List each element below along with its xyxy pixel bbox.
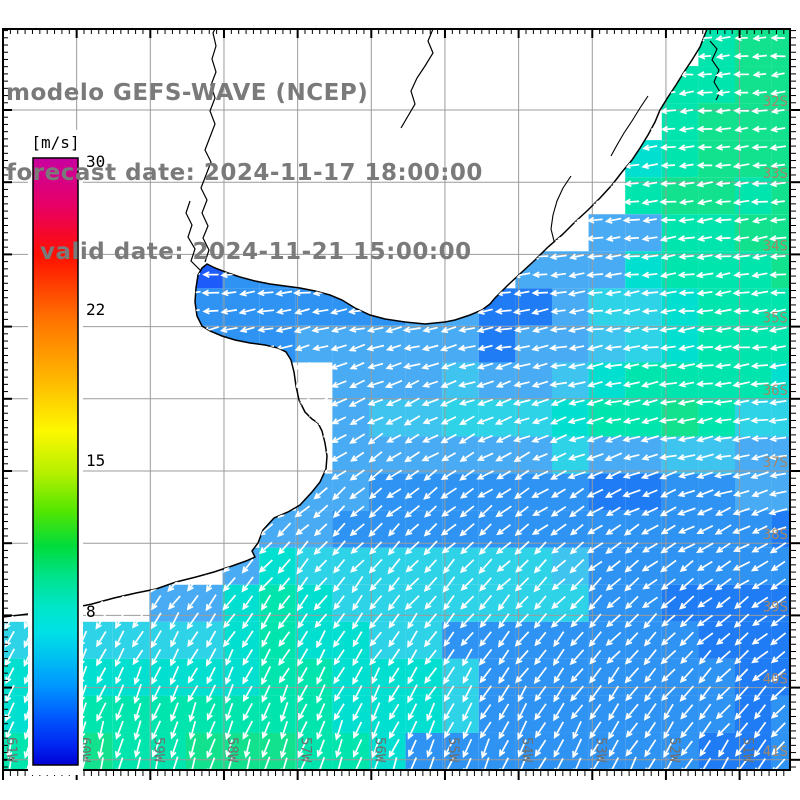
lon-label-53W: 53W (592, 737, 608, 763)
colorbar-tick-30: 30 (86, 152, 105, 171)
lon-label-51W: 51W (740, 737, 756, 763)
lon-label-54W: 54W (519, 737, 535, 763)
lon-label-52W: 52W (666, 737, 682, 763)
axes-frame (2, 28, 800, 780)
lat-label-41S: 41S (763, 744, 788, 760)
lat-label-40S: 40S (763, 672, 788, 688)
lat-label-33S: 33S (763, 166, 788, 182)
colorbar-unit: [m/s] (31, 133, 79, 152)
lon-label-58W: 58W (224, 737, 240, 763)
lon-label-61W: 61W (3, 737, 19, 763)
lat-label-37S: 37S (763, 455, 788, 471)
lat-label-36S: 36S (763, 383, 788, 399)
lat-label-34S: 34S (763, 238, 788, 254)
colorbar-tick-8: 8 (86, 602, 96, 621)
lon-label-55W: 55W (445, 737, 461, 763)
colorbar-tick-15: 15 (86, 451, 105, 470)
lat-label-35S: 35S (763, 311, 788, 327)
river-1 (200, 28, 217, 263)
coordinate-labels: 61W 60W 59W 58W 57W 56W 55W 54W 53W 52W 51W32S33S3… (3, 94, 788, 763)
lat-label-39S: 39S (763, 599, 788, 615)
title-block: modelo GEFS-WAVE (NCEP) forecast date: 2… (6, 27, 483, 319)
model-title: modelo GEFS-WAVE (NCEP) (6, 80, 369, 106)
colorbar-gradient (32, 157, 79, 766)
lat-label-38S: 38S (763, 527, 788, 543)
colorbar-tick-22: 22 (86, 300, 105, 319)
lat-label-32S: 32S (763, 94, 788, 110)
lon-label-57W: 57W (298, 737, 314, 763)
colorbar: [m/s] 30 22 15 8 (28, 130, 105, 775)
lagoon-shore-2 (550, 175, 572, 242)
lon-label-56W: 56W (371, 737, 387, 763)
land-area (3, 29, 707, 617)
lon-label-59W: 59W (150, 737, 166, 763)
forecast-date: forecast date: 2024-11-17 18:00:00 (6, 159, 483, 186)
valid-date: valid date: 2024-11-21 15:00:00 (40, 239, 472, 265)
